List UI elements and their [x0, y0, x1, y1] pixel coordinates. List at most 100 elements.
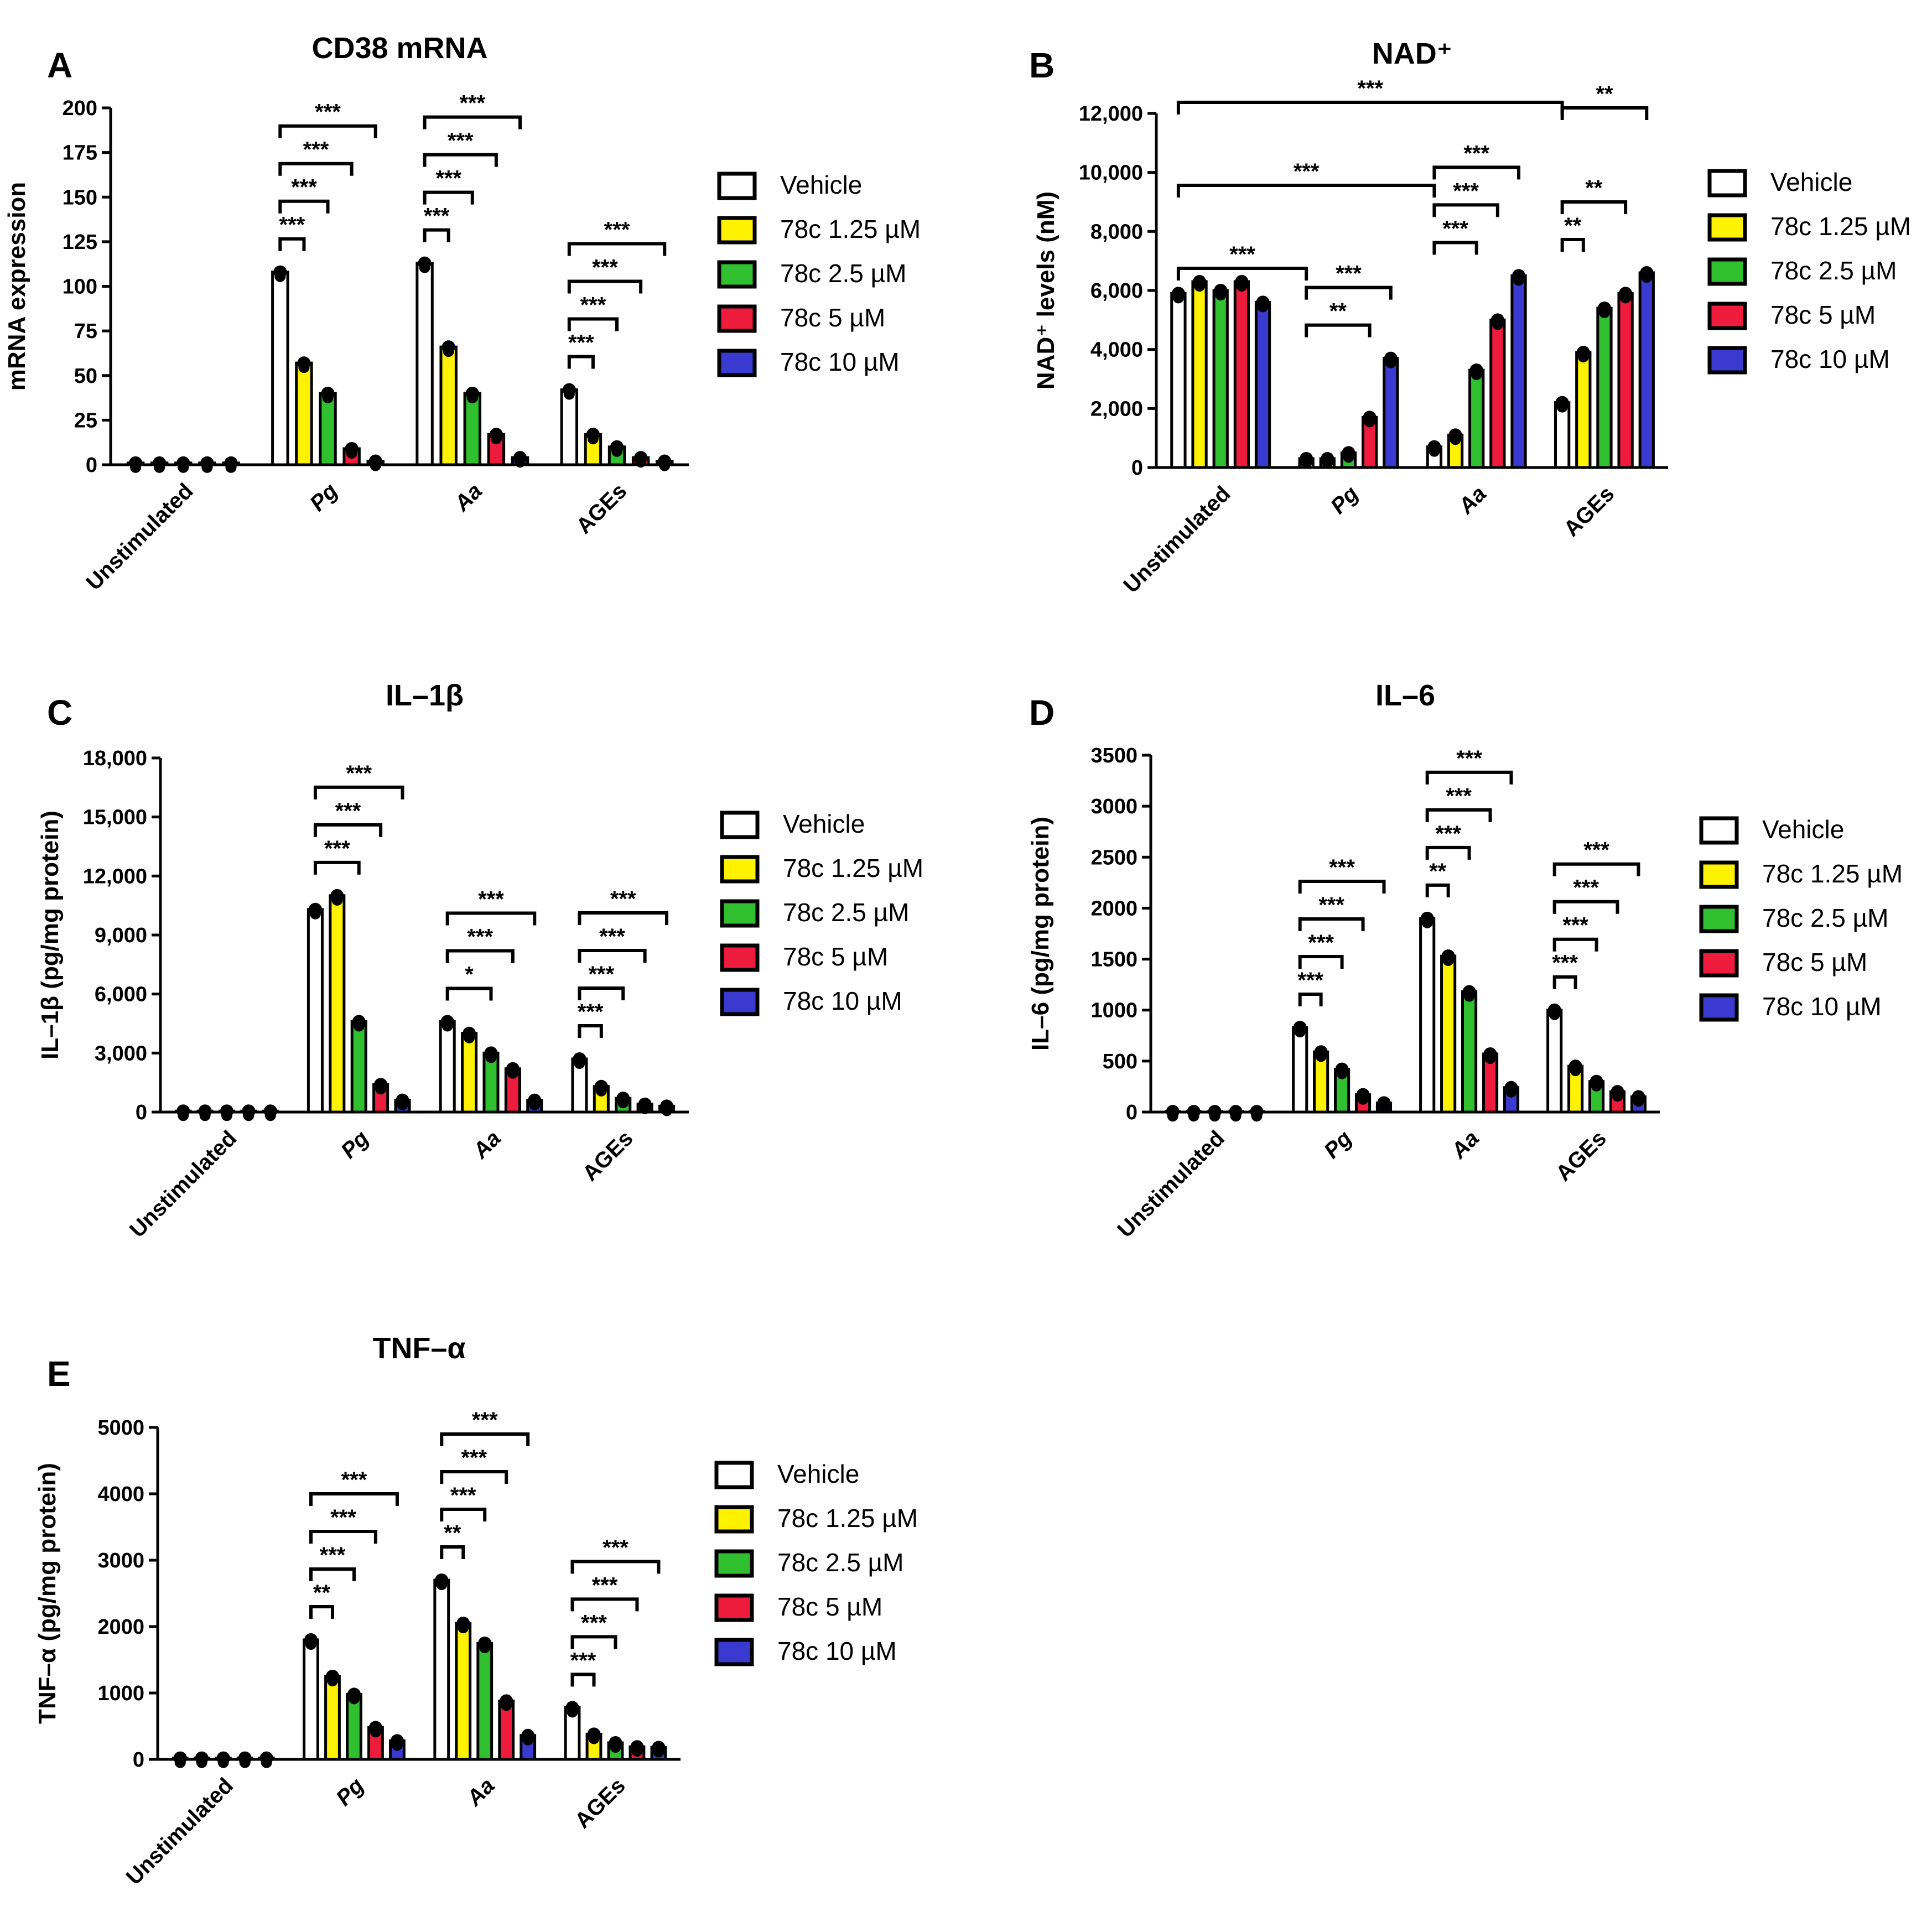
significance-bracket	[1298, 955, 1344, 969]
bar-unstimulated-4	[1254, 300, 1271, 469]
data-point	[659, 460, 671, 471]
y-tick-label: 10,000	[1079, 162, 1143, 185]
data-point	[458, 1622, 469, 1633]
data-point	[225, 461, 237, 473]
data-point	[1294, 1026, 1306, 1038]
data-point	[243, 1110, 255, 1121]
data-point	[221, 1110, 232, 1121]
bar-pg-0	[307, 908, 324, 1114]
legend-label: 78c 1.25 µM	[1762, 859, 1903, 888]
significance-bracket	[1552, 937, 1598, 952]
significance-bracket	[423, 190, 474, 205]
legend-swatch	[717, 216, 757, 245]
legend-swatch	[1699, 816, 1739, 845]
chart-title: NAD⁺	[1372, 37, 1453, 70]
data-point	[419, 262, 430, 273]
significance-bracket	[445, 986, 493, 1001]
bar-pg-0	[271, 271, 289, 466]
data-point	[588, 1733, 600, 1744]
y-tick-label: 0	[1131, 456, 1143, 480]
significance-bracket	[1425, 845, 1471, 860]
panel-letter: A	[47, 45, 72, 85]
data-point	[514, 456, 526, 468]
legend-label: 78c 2.5 µM	[1770, 256, 1897, 285]
significance-bracket	[278, 199, 330, 214]
y-tick-label: 3500	[1090, 744, 1138, 767]
significance-label: ***	[604, 218, 630, 242]
data-point	[1357, 1093, 1369, 1105]
significance-bracket	[570, 1597, 639, 1612]
bar-aa-3	[1489, 318, 1506, 469]
significance-bracket	[278, 162, 354, 176]
panel-letter: D	[1029, 693, 1055, 733]
bar-pg-0	[303, 1638, 319, 1761]
y-tick-label: 175	[63, 142, 97, 165]
category-label: AGEs	[578, 1126, 637, 1186]
y-tick-label: 5000	[97, 1416, 144, 1440]
data-point	[1172, 292, 1184, 304]
significance-bracket	[1425, 770, 1513, 785]
legend-label: 78c 1.25 µM	[780, 215, 921, 243]
significance-bracket	[423, 228, 450, 242]
data-point	[1167, 1110, 1178, 1122]
y-axis-label: IL–6 (pg/mg protein)	[1027, 817, 1054, 1051]
y-tick-label: 0	[1126, 1101, 1138, 1124]
data-point	[397, 1099, 408, 1110]
legend-swatch	[1707, 302, 1747, 330]
data-point	[353, 1020, 365, 1032]
significance-bracket	[440, 1470, 508, 1484]
data-point	[1513, 274, 1525, 286]
data-point	[1612, 1090, 1623, 1102]
y-tick-label: 4000	[97, 1483, 144, 1506]
significance-bracket	[278, 237, 306, 251]
significance-bracket	[1432, 165, 1521, 180]
data-point	[610, 1742, 621, 1753]
significance-bracket	[313, 823, 383, 837]
data-point	[322, 392, 334, 403]
significance-bracket	[445, 949, 515, 963]
significance-bracket	[423, 153, 498, 167]
bar-aa-0	[439, 1020, 456, 1114]
bar-pg-2	[350, 1020, 367, 1114]
data-point	[1577, 351, 1589, 362]
significance-bracket	[309, 1492, 399, 1506]
significance-label: **	[1564, 214, 1582, 238]
bar-aa-2	[463, 392, 481, 466]
legend-label: Vehicle	[777, 1460, 859, 1488]
y-tick-label: 100	[63, 276, 97, 299]
significance-bracket	[1305, 285, 1393, 300]
significance-label: ***	[592, 1573, 618, 1597]
bar-unstimulated-0	[1170, 292, 1187, 469]
bar-pg-1	[324, 1675, 341, 1761]
y-tick-label: 12,000	[1079, 102, 1143, 126]
data-point	[464, 1032, 475, 1043]
significance-bracket	[1552, 900, 1619, 914]
legend-label: 78c 5 µM	[777, 1592, 882, 1621]
data-point	[442, 1020, 453, 1032]
data-point	[239, 1757, 251, 1768]
data-point	[178, 461, 189, 473]
data-point	[529, 1099, 541, 1110]
group-significance-bracket	[1176, 267, 1308, 281]
y-axis-label: CD38 relative	[0, 209, 2, 363]
significance-bracket	[567, 317, 619, 331]
legend-swatch	[714, 1505, 754, 1534]
data-point	[1236, 281, 1248, 292]
data-point	[587, 433, 599, 445]
significance-label: ***	[315, 100, 341, 124]
bar-ages-0	[560, 388, 579, 466]
legend-swatch	[714, 1593, 754, 1622]
category-label: Aa	[462, 1773, 500, 1811]
y-tick-label: 3000	[97, 1549, 144, 1572]
data-point	[1492, 319, 1503, 330]
data-point	[1641, 272, 1653, 283]
data-point	[522, 1734, 534, 1746]
significance-bracket	[578, 1024, 603, 1038]
significance-label: ***	[588, 962, 614, 986]
category-label: Pg	[1326, 481, 1363, 518]
bar-aa-1	[1440, 954, 1457, 1114]
significance-label: ***	[1463, 141, 1489, 165]
data-point	[1556, 401, 1568, 413]
legend: Vehicle 78c 1.25 µM 78c 2.5 µM 78c 5 µM 78c …	[717, 170, 921, 377]
significance-label: ***	[578, 1000, 604, 1024]
